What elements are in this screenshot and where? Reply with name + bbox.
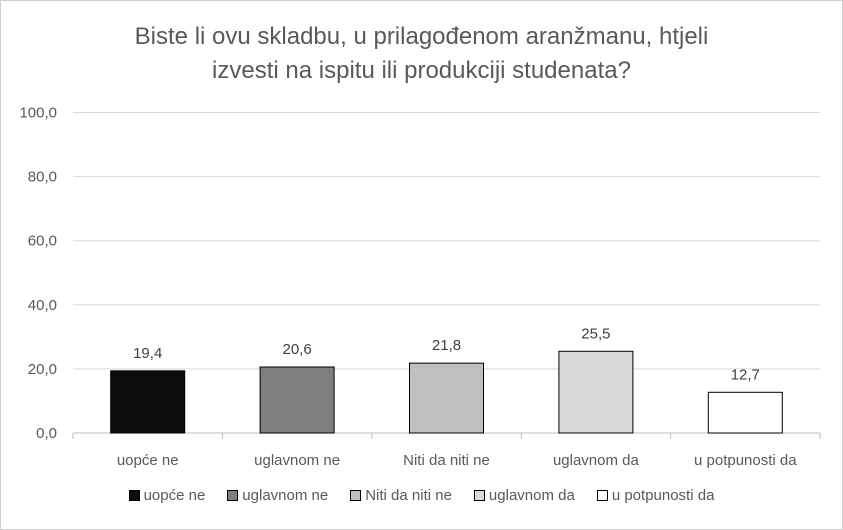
legend-item-uglavnom-ne: uglavnom ne xyxy=(227,487,328,504)
legend-label: uopće ne xyxy=(143,487,206,504)
legend-item-uopce-ne: uopće ne xyxy=(128,487,206,504)
x-tick-label: uglavnom da xyxy=(553,452,640,469)
bar xyxy=(707,391,783,434)
legend-swatch xyxy=(227,490,239,501)
chart-title-line-1: Biste li ovu skladbu, u prilagođenom ara… xyxy=(134,23,709,50)
y-tick-label: 80,0 xyxy=(28,169,57,186)
legend-item-u-potpunosti-da: u potpunosti da xyxy=(596,487,715,504)
y-tick-label: 60,0 xyxy=(28,233,57,250)
legend-label: uglavnom da xyxy=(488,487,575,504)
y-tick-label: 100,0 xyxy=(19,105,57,122)
y-tick-label: 20,0 xyxy=(28,361,57,378)
x-tick-label: Niti da niti ne xyxy=(403,452,490,469)
chart-title-line-2: izvesti na ispitu ili produkciji studena… xyxy=(212,57,631,84)
data-label: 25,5 xyxy=(581,325,610,342)
chart-legend: uopće ne uglavnom ne Niti da niti ne ugl… xyxy=(0,487,843,504)
x-tick-label: uopće ne xyxy=(117,452,179,469)
y-tick-label: 40,0 xyxy=(28,297,57,314)
x-tick-label: uglavnom ne xyxy=(254,452,340,469)
legend-label: uglavnom ne xyxy=(242,487,329,504)
data-label: 20,6 xyxy=(282,341,311,358)
legend-item-niti-da-niti-ne: Niti da niti ne xyxy=(350,487,452,504)
x-tick-label: u potpunosti da xyxy=(694,452,797,469)
y-tick-label: 0,0 xyxy=(36,425,57,442)
data-label: 21,8 xyxy=(432,337,461,354)
legend-label: Niti da niti ne xyxy=(365,487,452,504)
data-label: 19,4 xyxy=(133,345,162,362)
legend-swatch xyxy=(350,490,362,501)
chart-title: Biste li ovu skladbu, u prilagođenom ara… xyxy=(0,20,843,88)
legend-swatch xyxy=(473,490,485,501)
legend-label: u potpunosti da xyxy=(611,487,715,504)
data-label: 12,7 xyxy=(731,366,760,383)
bar xyxy=(110,370,186,434)
legend-item-uglavnom-da: uglavnom da xyxy=(473,487,575,504)
bar xyxy=(409,362,484,434)
legend-swatch xyxy=(596,490,608,501)
legend-swatch xyxy=(128,490,140,501)
bar xyxy=(558,350,634,434)
bar xyxy=(259,366,335,434)
